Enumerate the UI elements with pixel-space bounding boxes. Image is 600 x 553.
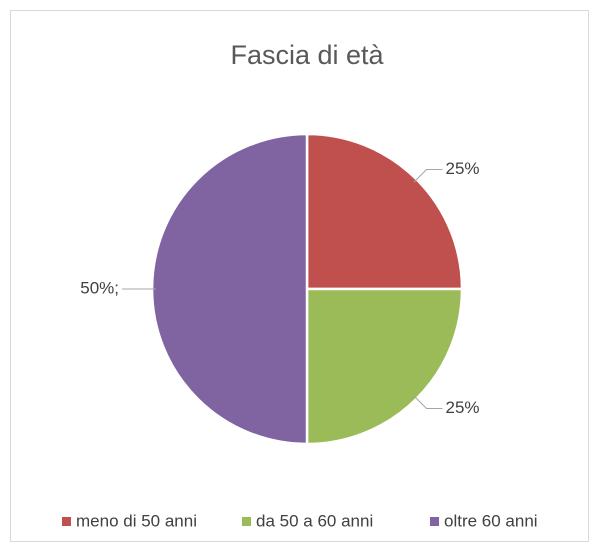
chart-title: Fascia di età [230, 40, 384, 70]
data-label: 25% [446, 159, 480, 178]
legend-swatch [62, 517, 71, 526]
legend-swatch [430, 517, 439, 526]
data-label: 50%; [80, 278, 119, 297]
legend-label: meno di 50 anni [76, 511, 197, 530]
leader-line [413, 168, 443, 183]
legend-swatch [242, 517, 251, 526]
data-label: 25% [446, 398, 480, 417]
legend-label: da 50 a 60 anni [256, 511, 373, 530]
leader-line [413, 395, 443, 410]
legend-label: oltre 60 anni [444, 511, 538, 530]
